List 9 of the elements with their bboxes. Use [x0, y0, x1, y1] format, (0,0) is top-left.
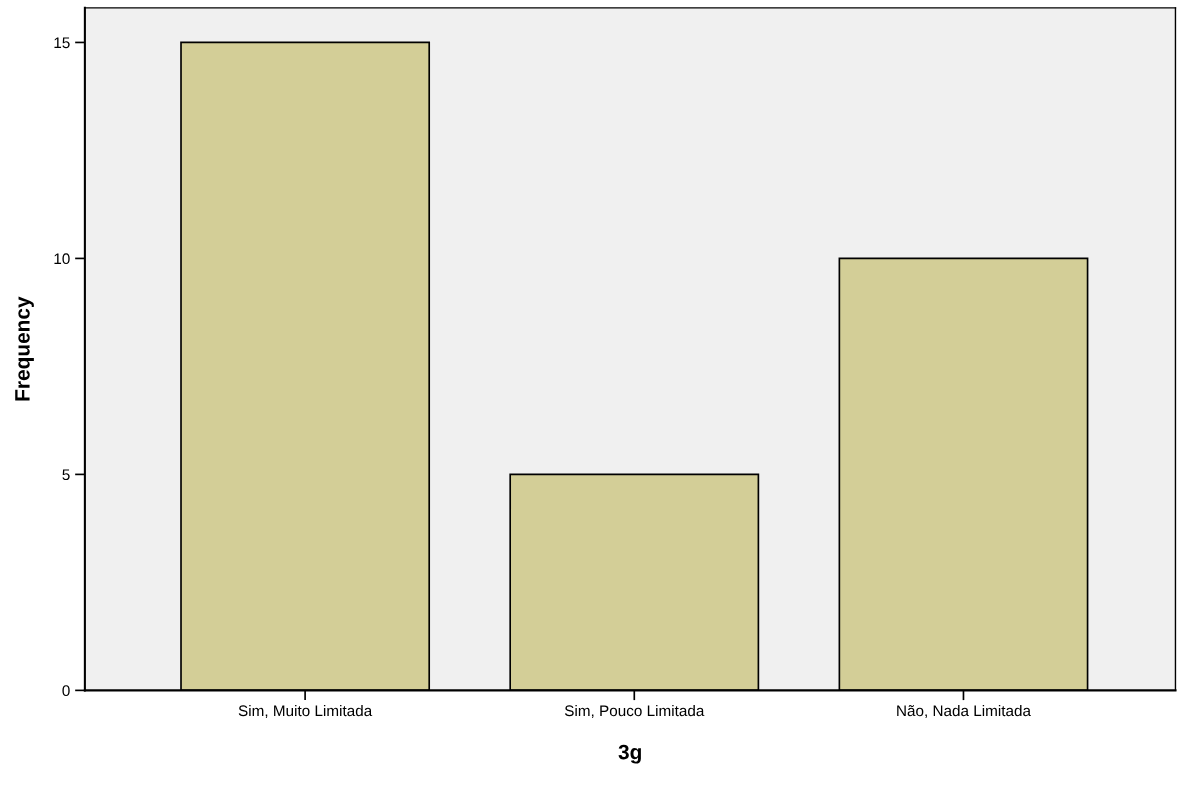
y-tick-label: 0: [62, 685, 70, 697]
x-tick-label: Sim, Pouco Limitada: [564, 704, 705, 718]
x-axis-title: 3g: [618, 744, 641, 764]
x-tick-label: Sim, Muito Limitada: [238, 704, 373, 718]
y-tick-label: 10: [54, 253, 70, 265]
x-tick-label: Não, Nada Limitada: [897, 704, 1031, 718]
y-tick-label: 5: [62, 469, 70, 481]
y-tick-label: 15: [54, 37, 70, 49]
y-axis-title: Frequency: [15, 296, 34, 401]
